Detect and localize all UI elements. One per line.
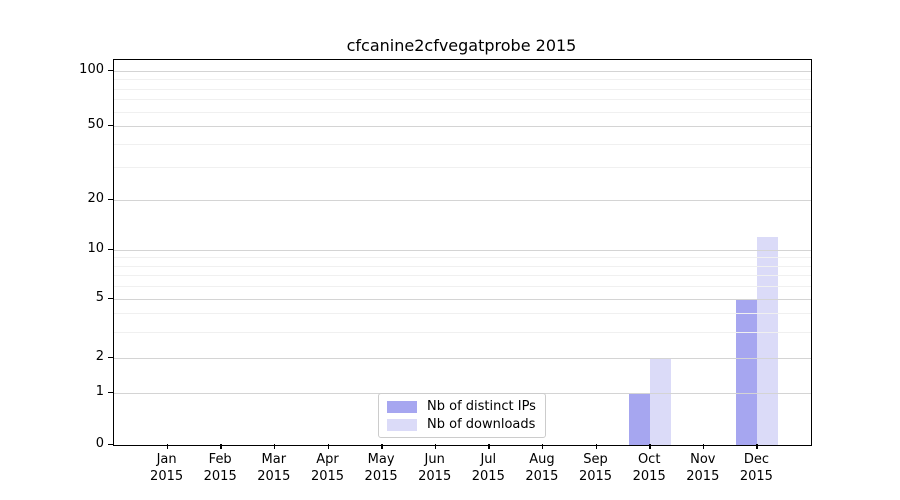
y-tick-20 xyxy=(108,198,113,200)
x-tick-label-apr: Apr 2015 xyxy=(310,452,345,484)
bar-nb-of-distinct-ips-dec xyxy=(736,299,758,445)
x-tick-label-jul: Jul 2015 xyxy=(471,452,505,484)
x-tick-label-may: May 2015 xyxy=(364,452,398,484)
major-gridline-20 xyxy=(114,200,811,201)
y-tick-label-50: 50 xyxy=(87,117,104,132)
bar-nb-of-downloads-dec xyxy=(757,236,779,445)
legend-swatch-downloads-icon xyxy=(387,418,417,431)
y-tick-1 xyxy=(108,391,113,393)
bar-nb-of-distinct-ips-oct xyxy=(629,393,651,445)
legend: Nb of distinct IPs Nb of downloads xyxy=(378,393,546,438)
x-tick-sep xyxy=(595,444,597,449)
major-gridline-50 xyxy=(114,126,811,127)
x-tick-aug xyxy=(541,444,544,449)
x-tick-nov xyxy=(702,444,705,449)
x-tick-mar xyxy=(273,444,276,449)
y-tick-50 xyxy=(108,124,113,126)
y-tick-label-5: 5 xyxy=(95,290,104,305)
minor-gridline-9 xyxy=(114,257,811,259)
x-tick-label-mar: Mar 2015 xyxy=(257,452,291,484)
x-tick-label-jun: Jun 2015 xyxy=(418,452,452,484)
minor-gridline-3 xyxy=(114,331,811,333)
major-gridline-2 xyxy=(114,358,811,359)
y-tick-100 xyxy=(108,69,113,71)
minor-gridline-60 xyxy=(114,111,811,113)
x-tick-feb xyxy=(220,444,222,449)
minor-gridline-4 xyxy=(114,313,811,315)
x-tick-label-oct: Oct 2015 xyxy=(632,452,666,484)
minor-gridline-70 xyxy=(114,99,811,101)
x-tick-label-jan: Jan 2015 xyxy=(150,452,184,484)
x-tick-jun xyxy=(434,444,437,449)
legend-swatch-distinct-ips-icon xyxy=(387,400,417,413)
bar-nb-of-downloads-oct xyxy=(650,358,672,445)
y-tick-0 xyxy=(108,443,113,445)
chart-title: cfcanine2cfvegatprobe 2015 xyxy=(346,36,577,55)
y-tick-10 xyxy=(108,248,113,250)
major-gridline-5 xyxy=(114,299,811,300)
x-tick-jan xyxy=(166,444,169,449)
y-tick-label-1: 1 xyxy=(95,384,104,399)
x-tick-label-nov: Nov 2015 xyxy=(686,452,720,484)
x-tick-apr xyxy=(327,444,329,449)
y-tick-2 xyxy=(108,356,113,358)
legend-label-downloads: Nb of downloads xyxy=(427,417,536,432)
minor-gridline-90 xyxy=(114,79,811,81)
minor-gridline-8 xyxy=(114,265,811,267)
y-tick-label-20: 20 xyxy=(87,191,104,206)
x-tick-may xyxy=(381,444,383,449)
y-tick-label-0: 0 xyxy=(95,436,104,451)
x-tick-label-feb: Feb 2015 xyxy=(203,452,237,484)
x-tick-label-dec: Dec 2015 xyxy=(739,452,773,484)
minor-gridline-30 xyxy=(114,167,811,169)
legend-label-distinct-ips: Nb of distinct IPs xyxy=(427,399,536,414)
minor-gridline-40 xyxy=(114,144,811,146)
x-tick-jul xyxy=(488,444,490,449)
major-gridline-100 xyxy=(114,71,811,72)
major-gridline-10 xyxy=(114,250,811,251)
plot-area: Nb of distinct IPs Nb of downloads xyxy=(113,59,812,446)
y-tick-label-2: 2 xyxy=(95,349,104,364)
minor-gridline-6 xyxy=(114,286,811,288)
minor-gridline-80 xyxy=(114,88,811,90)
y-tick-label-100: 100 xyxy=(79,62,104,77)
minor-gridline-7 xyxy=(114,275,811,277)
x-tick-oct xyxy=(649,444,651,449)
legend-item-downloads: Nb of downloads xyxy=(387,417,536,432)
legend-item-distinct-ips: Nb of distinct IPs xyxy=(387,399,536,414)
x-tick-label-sep: Sep 2015 xyxy=(578,452,613,484)
x-tick-label-aug: Aug 2015 xyxy=(525,452,559,484)
y-tick-label-10: 10 xyxy=(87,241,104,256)
x-tick-dec xyxy=(756,444,758,449)
y-tick-5 xyxy=(108,297,113,299)
